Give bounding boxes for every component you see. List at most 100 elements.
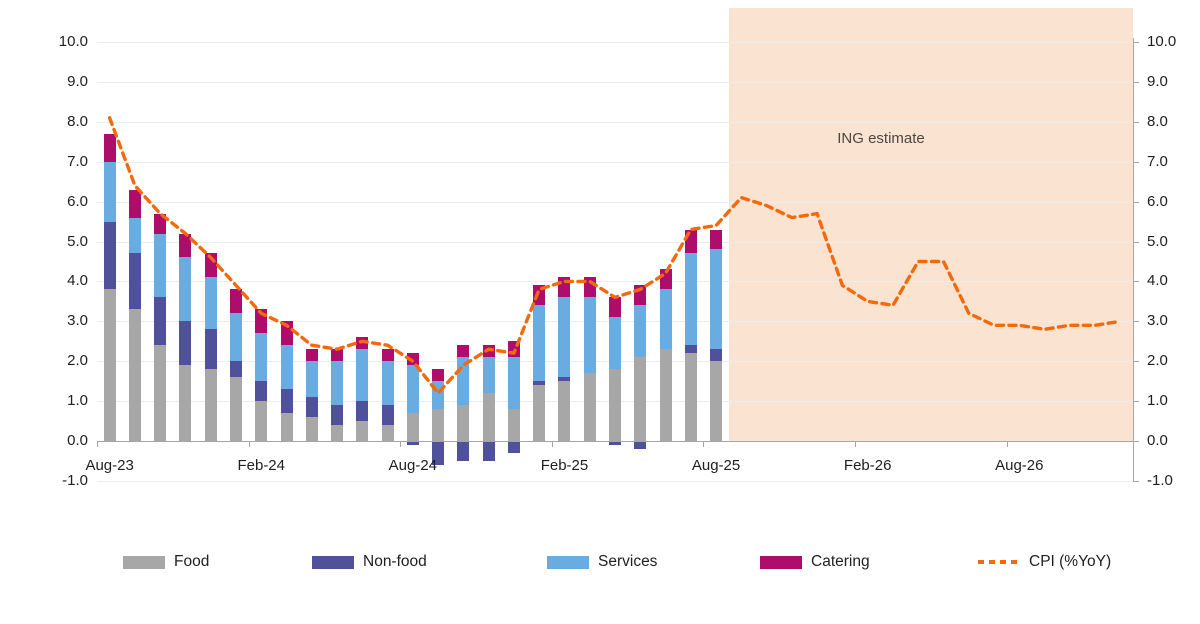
y-axis-label-left: 4.0 — [67, 272, 88, 290]
right-y-axis-tick — [1133, 42, 1139, 43]
bar-segment-non-food — [381, 405, 394, 426]
gridline — [97, 121, 1133, 123]
bar-segment-services — [558, 297, 571, 378]
gridline — [97, 81, 1133, 83]
bar-segment-services — [659, 289, 672, 350]
bar-segment-services — [634, 305, 647, 358]
bar-segment-food — [179, 365, 192, 441]
y-axis-label-right: 1.0 — [1147, 392, 1168, 410]
legend-item-services: Services — [547, 548, 657, 576]
bar-segment-services — [609, 317, 621, 370]
legend-item-catering: Catering — [760, 548, 870, 576]
legend-label: Services — [598, 553, 658, 570]
bar-segment-non-food — [305, 397, 318, 418]
bar-segment-non-food — [103, 221, 116, 290]
bar-segment-catering — [457, 345, 470, 358]
bar-segment-services — [583, 297, 596, 374]
y-axis-label-left: 1.0 — [67, 392, 88, 410]
legend-label: Non-food — [363, 553, 427, 570]
bar-segment-services — [507, 357, 520, 410]
x-axis-label: Aug-23 — [85, 457, 134, 474]
y-axis-label-left: 3.0 — [67, 312, 88, 330]
y-axis-label-left: 5.0 — [67, 232, 88, 250]
bar-segment-catering — [356, 337, 369, 350]
bar-segment-services — [103, 161, 116, 222]
legend-color-swatch — [760, 555, 802, 569]
bar-segment-catering — [305, 349, 318, 362]
bar-segment-services — [179, 257, 192, 322]
bar-segment-non-food — [280, 389, 293, 414]
y-axis-label-left: 10.0 — [58, 33, 88, 50]
bar-segment-catering — [128, 189, 141, 218]
bar-segment-non-food — [609, 441, 621, 445]
x-axis-tick — [97, 441, 98, 447]
bar-segment-non-food — [558, 377, 571, 382]
bar-segment-non-food — [684, 345, 697, 354]
bar-segment-services — [381, 361, 394, 406]
gridline — [97, 201, 1133, 203]
legend-label: CPI (%YoY) — [1029, 553, 1112, 570]
x-axis-label: Aug-25 — [691, 457, 741, 474]
right-y-axis-tick — [1133, 241, 1139, 243]
x-axis-label: Aug-26 — [995, 457, 1044, 474]
bar-segment-catering — [103, 133, 116, 162]
x-axis-tick — [1006, 441, 1008, 447]
bar-segment-food — [558, 381, 571, 441]
legend-item-food: Food — [123, 548, 209, 576]
y-axis-label-right: 0.0 — [1147, 432, 1168, 449]
bar-segment-non-food — [128, 253, 141, 310]
right-y-axis-tick — [1133, 441, 1139, 442]
x-axis-tick — [703, 441, 705, 447]
bar-segment-non-food — [331, 405, 344, 426]
right-y-axis-tick — [1133, 401, 1139, 403]
right-y-axis-tick — [1133, 361, 1139, 363]
bar-segment-services — [710, 249, 723, 350]
legend-color-swatch — [123, 555, 165, 569]
bar-segment-food — [305, 417, 318, 441]
bar-segment-non-food — [533, 381, 546, 386]
bar-segment-services — [533, 305, 546, 382]
y-axis-label-right: 10.0 — [1147, 33, 1177, 50]
bar-segment-food — [103, 289, 116, 441]
bar-segment-non-food — [432, 441, 445, 465]
bar-segment-food — [482, 393, 495, 441]
bar-segment-services — [204, 277, 217, 330]
bar-segment-food — [507, 409, 520, 441]
x-axis-line — [97, 441, 1133, 442]
bar-segment-non-food — [179, 321, 192, 366]
legend-color-swatch — [547, 555, 589, 569]
y-axis-label-right: 8.0 — [1147, 112, 1168, 130]
bar-segment-food — [229, 377, 242, 441]
bar-segment-food — [128, 309, 141, 441]
gridline — [97, 281, 1133, 283]
x-axis-label: Feb-24 — [237, 457, 285, 474]
gridline — [97, 42, 1133, 43]
stacked-bars-layer — [97, 42, 1133, 481]
bar-segment-services — [255, 333, 268, 382]
right-y-axis-tick — [1133, 81, 1139, 83]
bar-segment-services — [684, 253, 697, 346]
x-axis-label: Feb-25 — [540, 457, 589, 474]
bar-segment-services — [128, 217, 141, 254]
bar-segment-catering — [229, 289, 242, 314]
ing-estimate-label: ING estimate — [837, 130, 925, 147]
x-axis-tick — [551, 441, 553, 447]
bar-segment-food — [457, 405, 470, 441]
y-axis-label-left: 9.0 — [67, 72, 88, 90]
legend-label: Catering — [811, 553, 870, 570]
bar-segment-services — [482, 357, 495, 394]
bar-segment-services — [154, 233, 167, 298]
y-axis-label-right: 2.0 — [1147, 352, 1168, 370]
bar-segment-services — [356, 349, 369, 402]
bar-segment-food — [356, 421, 369, 441]
gridline — [97, 241, 1133, 243]
bar-segment-services — [280, 345, 293, 390]
bar-segment-non-food — [634, 441, 647, 449]
cpi-dashed-line — [107, 116, 1123, 395]
y-axis-label-right: 4.0 — [1147, 272, 1168, 290]
bar-segment-catering — [179, 233, 192, 258]
bar-segment-non-food — [507, 441, 520, 453]
bar-segment-food — [583, 373, 596, 441]
bar-segment-food — [710, 361, 723, 441]
y-axis-label-right: 5.0 — [1147, 232, 1168, 250]
